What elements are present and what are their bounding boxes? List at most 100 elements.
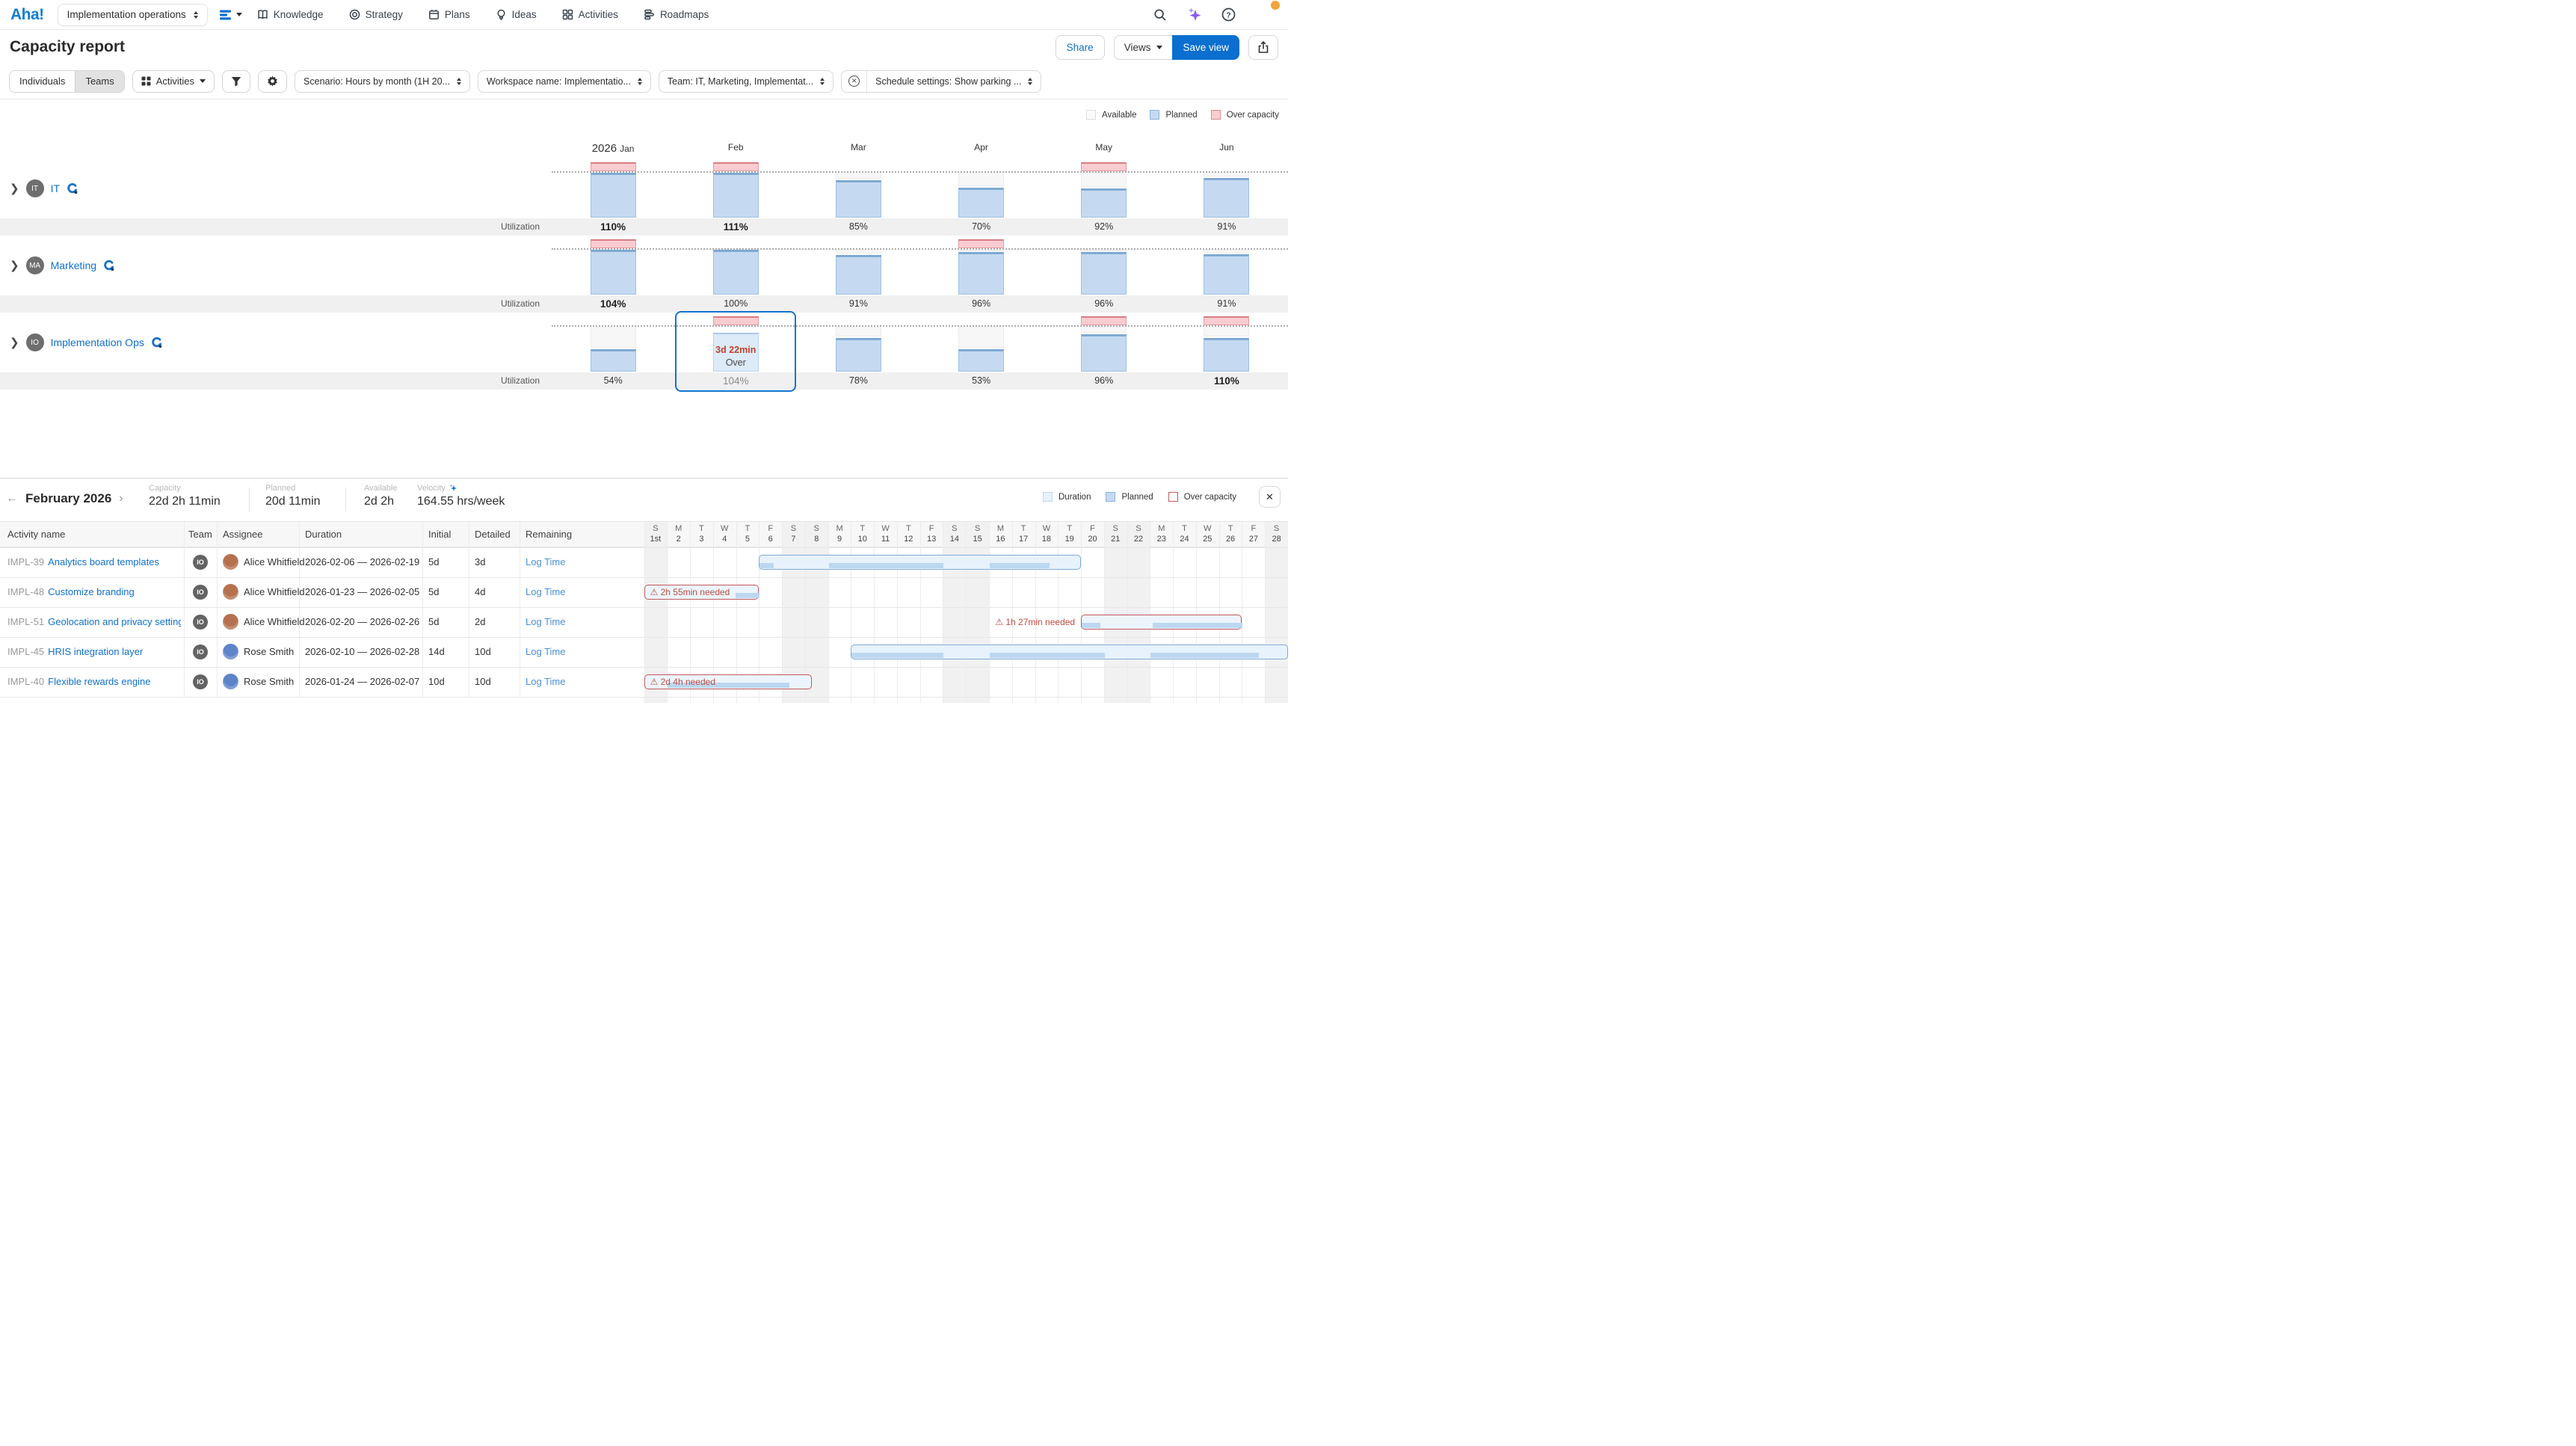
search-icon[interactable]: [1153, 8, 1167, 22]
capacity-report-page: Aha! Implementation operations Knowledge…: [0, 0, 1288, 723]
available-bar[interactable]: [958, 327, 1005, 348]
activity-name-link[interactable]: Analytics board templates: [48, 556, 159, 567]
planned-bar[interactable]: [835, 254, 881, 295]
over-capacity-bar[interactable]: [958, 239, 1005, 248]
activity-name-link[interactable]: Geolocation and privacy settings: [48, 616, 181, 627]
utilization-percent: 104%: [722, 375, 749, 387]
planned-bar[interactable]: [835, 180, 881, 218]
gantt-bar-duration[interactable]: [759, 555, 1082, 570]
available-bar[interactable]: [590, 327, 636, 348]
available-bar[interactable]: [1204, 327, 1250, 337]
planned-bar[interactable]: [1204, 253, 1250, 295]
planned-bar[interactable]: [1081, 188, 1127, 218]
nav-item-plans[interactable]: Plans: [428, 9, 470, 20]
next-month-arrow-icon[interactable]: ›: [119, 492, 123, 505]
nav-item-roadmaps[interactable]: Roadmaps: [644, 9, 709, 20]
share-button[interactable]: Share: [1055, 34, 1105, 60]
schedule-settings-dropdown[interactable]: Schedule settings: Show parking ...: [867, 76, 1041, 87]
log-time-link[interactable]: Log Time: [526, 556, 566, 567]
nav-item-strategy[interactable]: Strategy: [349, 9, 403, 20]
activity-name-link[interactable]: HRIS integration layer: [48, 646, 144, 657]
nav-item-knowledge[interactable]: Knowledge: [257, 9, 324, 20]
over-capacity-bar[interactable]: [1081, 162, 1127, 171]
over-capacity-bar[interactable]: [590, 239, 636, 248]
chart-legend: Available Planned Over capacity: [1086, 110, 1279, 120]
activity-name-link[interactable]: Customize branding: [48, 586, 135, 597]
planned-bar[interactable]: [1204, 178, 1250, 218]
planned-bar[interactable]: [1081, 251, 1127, 295]
team-filter-dropdown[interactable]: Team: IT, Marketing, Implementat...: [658, 70, 834, 93]
over-capacity-bar[interactable]: [1204, 316, 1250, 325]
close-panel-button[interactable]: ✕: [1259, 486, 1281, 508]
prev-month-arrow-icon[interactable]: ←: [6, 492, 18, 505]
available-bar[interactable]: [1081, 250, 1127, 251]
filter-button[interactable]: [222, 70, 251, 93]
team-name-link[interactable]: Marketing: [50, 259, 97, 271]
save-view-button[interactable]: Save view: [1172, 34, 1239, 60]
gantt-bar-over-capacity[interactable]: [1081, 615, 1243, 630]
ai-sparkle-icon[interactable]: [1186, 7, 1202, 22]
toggle-teams[interactable]: Teams: [75, 70, 124, 92]
toggle-individuals[interactable]: Individuals: [10, 70, 76, 92]
expand-chevron-icon[interactable]: ❯: [10, 182, 19, 195]
available-bar[interactable]: [958, 173, 1005, 186]
log-time-link[interactable]: Log Time: [526, 646, 566, 657]
day-number: 3: [699, 535, 704, 544]
over-capacity-bar[interactable]: [712, 162, 759, 171]
planned-bar[interactable]: [590, 250, 636, 295]
settings-button[interactable]: [258, 70, 288, 93]
expand-chevron-icon[interactable]: ❯: [10, 336, 19, 349]
help-icon[interactable]: ?: [1221, 7, 1236, 22]
activity-name-link[interactable]: Flexible rewards engine: [48, 676, 151, 687]
planned-bar[interactable]: [590, 173, 636, 218]
available-bar[interactable]: [1204, 173, 1250, 177]
planned-bar[interactable]: [712, 250, 759, 295]
export-button[interactable]: [1248, 34, 1278, 60]
available-bar[interactable]: [835, 250, 881, 253]
planned-bar[interactable]: [958, 349, 1005, 372]
planned-bar[interactable]: [590, 348, 636, 372]
available-bar[interactable]: [835, 173, 881, 179]
log-time-link[interactable]: Log Time: [526, 586, 566, 597]
available-bar[interactable]: [958, 250, 1005, 251]
select-arrows-icon: [637, 77, 642, 85]
scenario-dropdown[interactable]: Scenario: Hours by month (1H 20...: [295, 70, 470, 93]
workspace-filter-dropdown[interactable]: Workspace name: Implementatio...: [477, 70, 651, 93]
available-bar[interactable]: [1081, 327, 1127, 333]
planned-bar[interactable]: [835, 337, 881, 372]
gantt-bar-over-capacity[interactable]: ⚠ 2h 55min needed: [644, 585, 760, 600]
clear-schedule-filter-button[interactable]: ✕: [842, 70, 868, 92]
nav-list-menu-button[interactable]: [219, 10, 242, 20]
gantt-bar-over-capacity[interactable]: ⚠ 2d 4h needed: [644, 674, 813, 689]
available-bar[interactable]: [1081, 173, 1127, 187]
month-detail-panel: ← February 2026 › Capacity 22d 2h 11min P…: [0, 478, 1288, 723]
expand-chevron-icon[interactable]: ❯: [10, 259, 19, 272]
nav-item-activities[interactable]: Activities: [562, 9, 618, 20]
over-capacity-bar[interactable]: [590, 162, 636, 171]
planned-bar[interactable]: [1204, 338, 1250, 372]
available-bar[interactable]: [835, 327, 881, 336]
planned-bar[interactable]: 3d 22min Over: [712, 333, 759, 372]
log-time-link[interactable]: Log Time: [526, 616, 566, 627]
team-name-link[interactable]: IT: [50, 182, 61, 194]
calendar-icon: [428, 10, 439, 19]
team-name-link[interactable]: Implementation Ops: [50, 336, 144, 348]
views-dropdown-button[interactable]: Views: [1113, 34, 1173, 60]
notification-dot: [1271, 0, 1280, 10]
available-bar[interactable]: [1204, 250, 1250, 253]
user-avatar[interactable]: [1255, 0, 1280, 26]
planned-bar[interactable]: [958, 187, 1005, 218]
nav-item-ideas[interactable]: Ideas: [496, 9, 537, 20]
activities-dropdown[interactable]: Activities: [132, 70, 215, 93]
planned-bar[interactable]: [712, 173, 759, 218]
day-letter: S: [653, 524, 659, 533]
team-row-ma: ❯ MA Marketing: [10, 256, 114, 274]
workspace-selector[interactable]: Implementation operations: [57, 3, 208, 26]
aha-logo[interactable]: Aha!: [10, 5, 44, 23]
planned-bar[interactable]: [1081, 334, 1127, 372]
planned-bar[interactable]: [958, 252, 1005, 295]
gantt-bar-duration[interactable]: [851, 644, 1288, 659]
over-capacity-bar[interactable]: [712, 316, 759, 325]
over-capacity-bar[interactable]: [1081, 316, 1127, 325]
log-time-link[interactable]: Log Time: [526, 676, 566, 687]
